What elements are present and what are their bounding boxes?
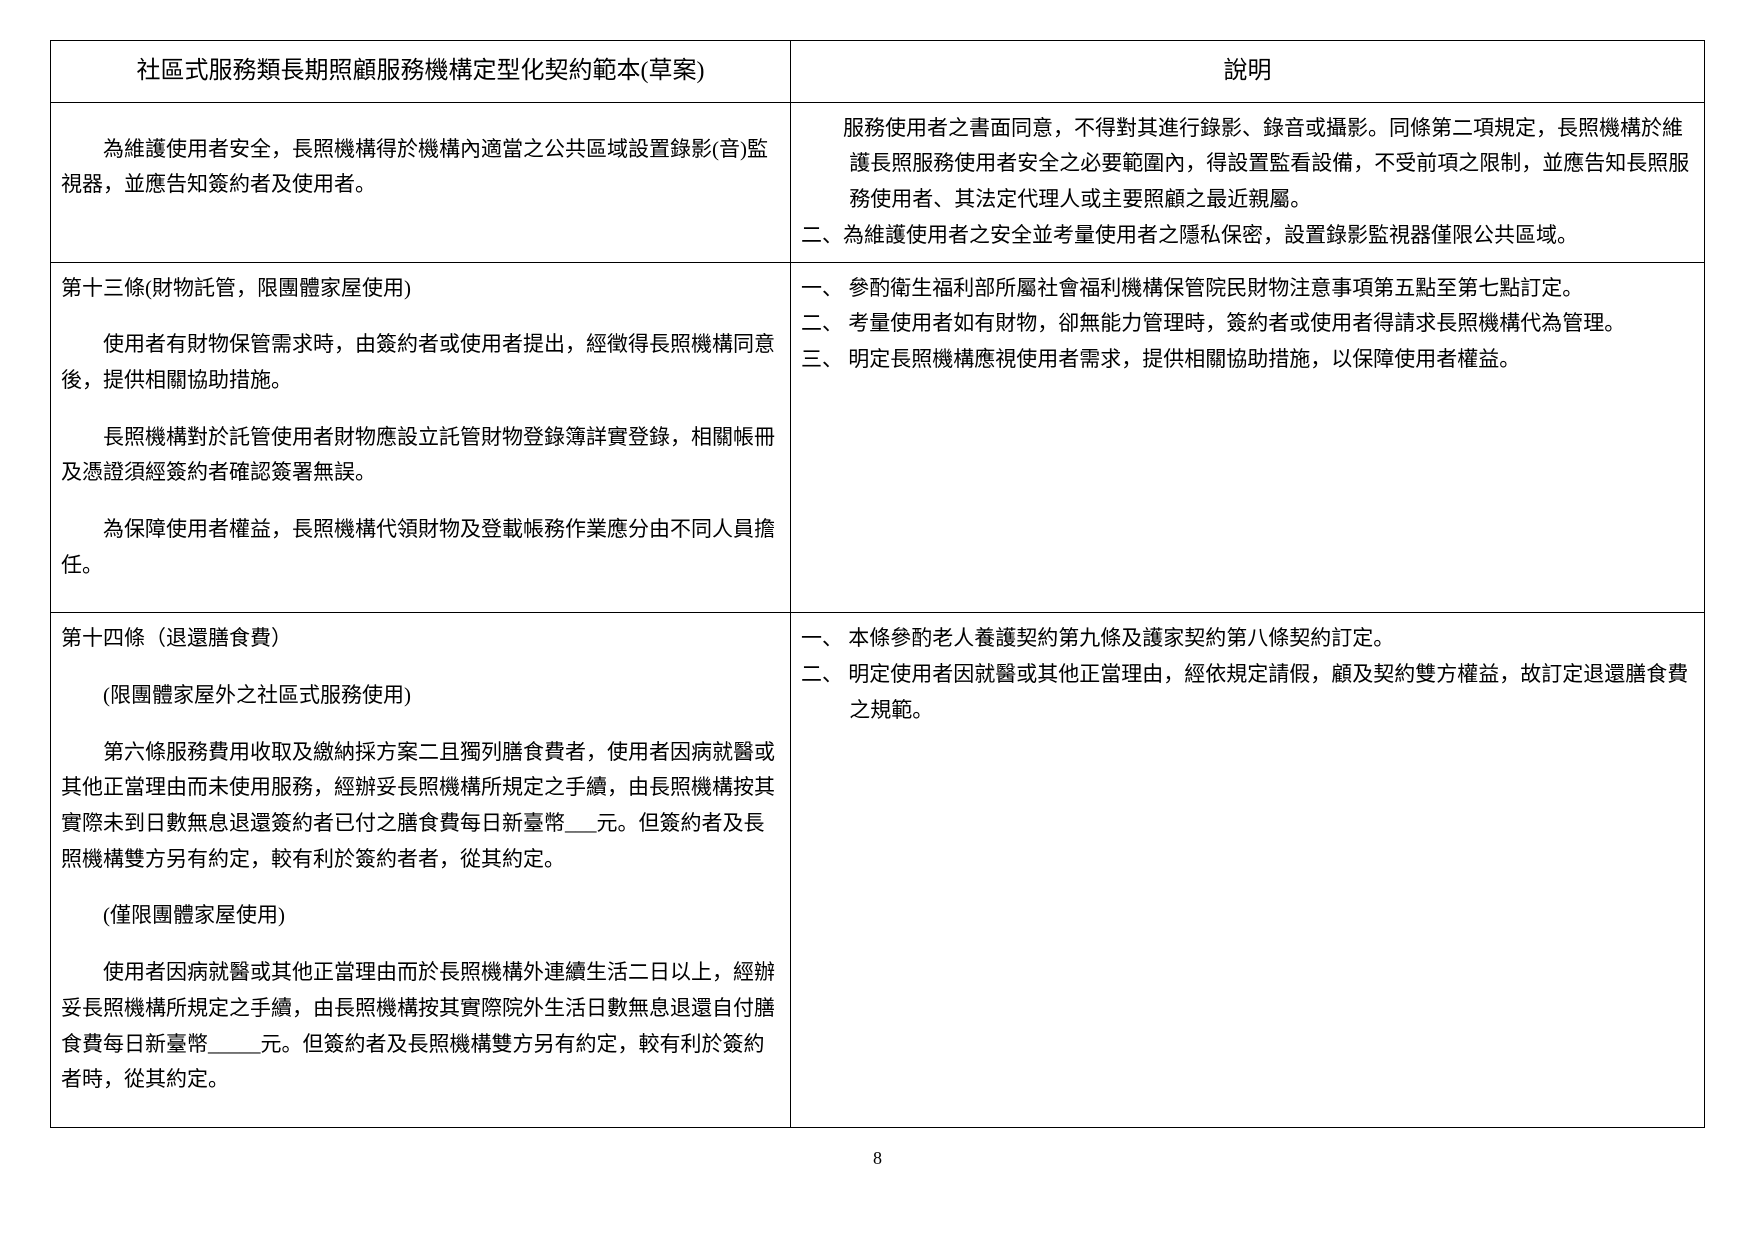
explanation-paragraph: 三、 明定長照機構應視使用者需求，提供相關協助措施，以保障使用者權益。 bbox=[801, 342, 1694, 378]
contract-paragraph: 第十四條（退還膳食費） bbox=[61, 621, 780, 657]
contract-paragraph: 使用者有財物保管需求時，由簽約者或使用者提出，經徵得長照機構同意後，提供相關協助… bbox=[61, 327, 780, 398]
explanation-paragraph: 一、 本條參酌老人養護契約第九條及護家契約第八條契約訂定。 bbox=[801, 621, 1694, 657]
header-left: 社區式服務類長期照顧服務機構定型化契約範本(草案) bbox=[51, 41, 791, 103]
page-number: 8 bbox=[50, 1148, 1705, 1169]
explanation-paragraph: 二、 考量使用者如有財物，卻無能力管理時，簽約者或使用者得請求長照機構代為管理。 bbox=[801, 306, 1694, 342]
contract-cell: 第十三條(財物託管，限團體家屋使用) 使用者有財物保管需求時，由簽約者或使用者提出… bbox=[51, 262, 791, 613]
table-row: 第十四條（退還膳食費） (限團體家屋外之社區式服務使用) 第六條服務費用收取及繳納採… bbox=[51, 613, 1705, 1128]
explanation-paragraph: 二、為維護使用者之安全並考量使用者之隱私保密，設置錄影監視器僅限公共區域。 bbox=[801, 218, 1694, 254]
contract-paragraph: 使用者因病就醫或其他正當理由而於長照機構外連續生活二日以上，經辦妥長照機構所規定… bbox=[61, 955, 780, 1098]
table-body: 為維護使用者安全，長照機構得於機構內適當之公共區域設置錄影(音)監視器，並應告知… bbox=[51, 102, 1705, 1127]
contract-paragraph: (限團體家屋外之社區式服務使用) bbox=[61, 678, 780, 714]
contract-cell: 第十四條（退還膳食費） (限團體家屋外之社區式服務使用) 第六條服務費用收取及繳納採… bbox=[51, 613, 791, 1128]
explanation-cell: 一、 參酌衛生福利部所屬社會福利機構保管院民財物注意事項第五點至第七點訂定。二、… bbox=[791, 262, 1705, 613]
table-row: 第十三條(財物託管，限團體家屋使用) 使用者有財物保管需求時，由簽約者或使用者提出… bbox=[51, 262, 1705, 613]
explanation-paragraph: 一、 參酌衛生福利部所屬社會福利機構保管院民財物注意事項第五點至第七點訂定。 bbox=[801, 271, 1694, 307]
table-header-row: 社區式服務類長期照顧服務機構定型化契約範本(草案) 說明 bbox=[51, 41, 1705, 103]
explanation-cell: 一、 本條參酌老人養護契約第九條及護家契約第八條契約訂定。二、 明定使用者因就醫… bbox=[791, 613, 1705, 1128]
contract-paragraph: 為保障使用者權益，長照機構代領財物及登載帳務作業應分由不同人員擔任。 bbox=[61, 512, 780, 583]
contract-table: 社區式服務類長期照顧服務機構定型化契約範本(草案) 說明 為維護使用者安全，長照… bbox=[50, 40, 1705, 1128]
explanation-cell: 服務使用者之書面同意，不得對其進行錄影、錄音或攝影。同條第二項規定，長照機構於維… bbox=[791, 102, 1705, 262]
contract-paragraph: 為維護使用者安全，長照機構得於機構內適當之公共區域設置錄影(音)監視器，並應告知… bbox=[61, 132, 780, 203]
contract-paragraph: 第十三條(財物託管，限團體家屋使用) bbox=[61, 271, 780, 307]
explanation-paragraph: 二、 明定使用者因就醫或其他正當理由，經依規定請假，顧及契約雙方權益，故訂定退還… bbox=[801, 657, 1694, 728]
header-right: 說明 bbox=[791, 41, 1705, 103]
explanation-paragraph: 服務使用者之書面同意，不得對其進行錄影、錄音或攝影。同條第二項規定，長照機構於維… bbox=[801, 111, 1694, 218]
contract-paragraph: 第六條服務費用收取及繳納採方案二且獨列膳食費者，使用者因病就醫或其他正當理由而未… bbox=[61, 735, 780, 878]
contract-paragraph: 長照機構對於託管使用者財物應設立託管財物登錄簿詳實登錄，相關帳冊及憑證須經簽約者… bbox=[61, 420, 780, 491]
document-page: 社區式服務類長期照顧服務機構定型化契約範本(草案) 說明 為維護使用者安全，長照… bbox=[50, 40, 1705, 1169]
contract-cell: 為維護使用者安全，長照機構得於機構內適當之公共區域設置錄影(音)監視器，並應告知… bbox=[51, 102, 791, 262]
contract-paragraph: (僅限團體家屋使用) bbox=[61, 898, 780, 934]
table-row: 為維護使用者安全，長照機構得於機構內適當之公共區域設置錄影(音)監視器，並應告知… bbox=[51, 102, 1705, 262]
